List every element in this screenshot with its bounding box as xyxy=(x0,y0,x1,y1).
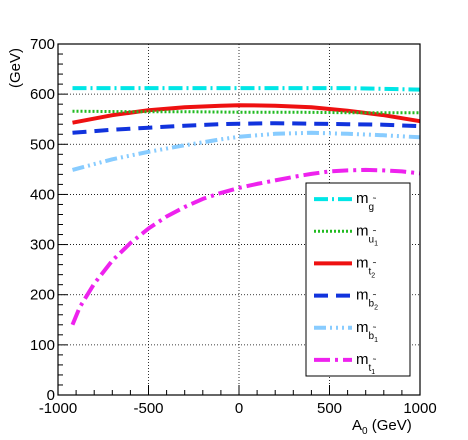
tick-labels: -1000 -500 0 500 1000 0 100 200 300 400 500 600 700 xyxy=(30,36,437,417)
x-tick-label: -1000 xyxy=(39,400,77,417)
y-tick-label: 0 xyxy=(47,387,55,404)
series-line-stop-2 xyxy=(72,103,421,125)
legend: mg˜mu1˜mt2˜mb2˜mb1˜mt1˜ xyxy=(305,182,411,377)
y-tick-label: 600 xyxy=(30,86,55,103)
y-tick-label: 200 xyxy=(30,287,55,304)
x-axis-label-sub: 0 xyxy=(362,426,368,437)
legend-tilde-mark: ˜ xyxy=(372,228,377,238)
series-line-stop-1 xyxy=(70,167,421,326)
x-tick-label: 1000 xyxy=(403,400,436,417)
legend-tilde-mark: ˜ xyxy=(372,260,377,270)
legend-box xyxy=(305,182,411,377)
legend-label-sbottom-1: mb1 xyxy=(356,319,378,344)
series-layer xyxy=(70,86,421,326)
y-tick-label: 700 xyxy=(30,36,55,53)
legend-tilde-mark: ˜ xyxy=(372,196,377,206)
series-line-sbottom-2 xyxy=(72,121,421,135)
x-axis-label: A0 (GeV) xyxy=(352,417,412,437)
legend-tilde-mark: ˜ xyxy=(372,293,377,303)
y-axis-label: (GeV) xyxy=(7,48,24,88)
y-tick-label: 500 xyxy=(30,136,55,153)
legend-label-gluino: mg xyxy=(356,190,374,213)
legend-label-stop-1: mt1 xyxy=(356,351,375,376)
x-axis-label-unit: (GeV) xyxy=(368,417,412,434)
grid xyxy=(58,44,420,395)
x-tick-label: 500 xyxy=(317,400,342,417)
legend-label-up-squark-1: mu1 xyxy=(356,222,378,247)
x-tick-label: 0 xyxy=(235,400,243,417)
ticks xyxy=(57,43,421,396)
legend-tilde-mark: ˜ xyxy=(372,325,377,335)
y-tick-label: 300 xyxy=(30,237,55,254)
series-line-gluino xyxy=(72,86,421,92)
legend-label-stop-2: mt2 xyxy=(356,254,375,279)
y-tick-label: 100 xyxy=(30,337,55,354)
legend-tilde-mark: ˜ xyxy=(372,357,377,367)
y-tick-label: 400 xyxy=(30,186,55,203)
legend-label-sbottom-2: mb2 xyxy=(356,287,378,312)
series-line-up-squark-1 xyxy=(72,109,420,115)
x-axis-label-main: A xyxy=(352,417,362,434)
series-line-sbottom-1 xyxy=(71,130,421,172)
x-tick-label: -500 xyxy=(133,400,163,417)
